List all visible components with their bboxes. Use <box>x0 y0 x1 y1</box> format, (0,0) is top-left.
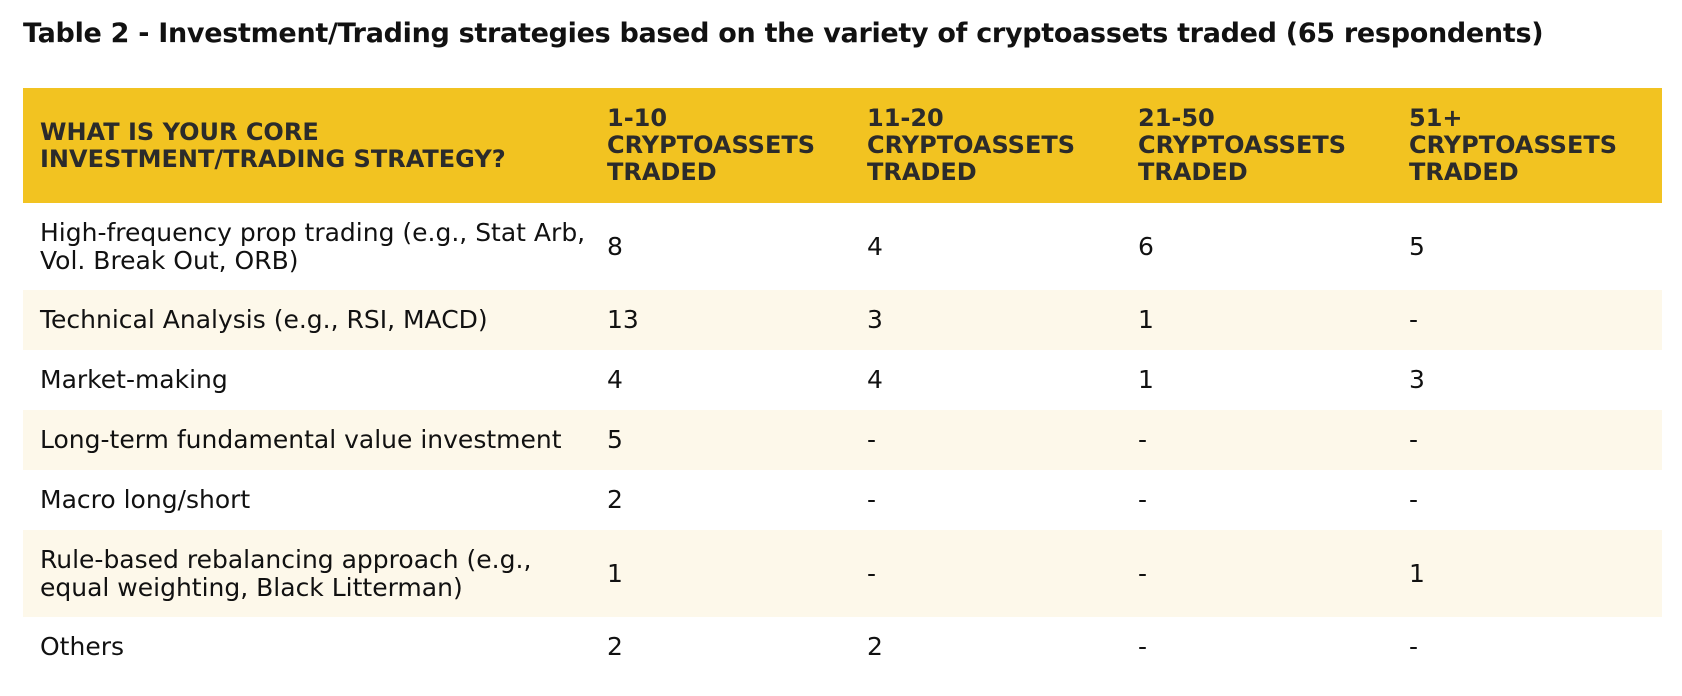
table-row: Rule-based rebalancing approach (e.g., e… <box>23 530 1662 617</box>
table-row: Macro long/short 2 - - - <box>23 470 1662 530</box>
strategy-table: WHAT IS YOUR CORE INVESTMENT/TRADING STR… <box>23 88 1662 677</box>
table-row: Others 2 2 - - <box>23 617 1662 677</box>
value-cell: 2 <box>607 632 623 661</box>
header-11-20-cryptoassets: 11-20 CRYPTOASSETS TRADED <box>867 104 1075 186</box>
value-cell: 3 <box>1409 365 1425 394</box>
strategy-cell: Market-making <box>40 365 228 394</box>
value-cell: - <box>1138 632 1148 661</box>
strategy-cell: Macro long/short <box>40 485 251 514</box>
value-cell: 8 <box>607 231 623 261</box>
header-1-10-cryptoassets: 1-10 CRYPTOASSETS TRADED <box>607 104 815 186</box>
strategy-cell: Others <box>40 632 125 661</box>
page-title: Table 2 - Investment/Trading strategies … <box>23 18 1544 49</box>
value-cell: 4 <box>607 365 623 394</box>
header-51-plus-cryptoassets: 51+ CRYPTOASSETS TRADED <box>1409 104 1617 186</box>
value-cell: 4 <box>867 365 883 394</box>
value-cell: - <box>867 485 877 514</box>
value-cell: - <box>1409 632 1419 661</box>
value-cell: 1 <box>607 558 623 588</box>
table-row: Long-term fundamental value investment 5… <box>23 410 1662 470</box>
value-cell: - <box>1138 485 1148 514</box>
table-row: Technical Analysis (e.g., RSI, MACD) 13 … <box>23 290 1662 350</box>
value-cell: 2 <box>867 632 883 661</box>
value-cell: - <box>1409 425 1419 454</box>
table-row: Market-making 4 4 1 3 <box>23 350 1662 410</box>
value-cell: 1 <box>1409 558 1425 588</box>
value-cell: - <box>867 425 877 454</box>
strategy-cell: Technical Analysis (e.g., RSI, MACD) <box>40 305 488 334</box>
value-cell: - <box>867 558 877 588</box>
value-cell: 5 <box>1409 231 1425 261</box>
value-cell: - <box>1409 485 1419 514</box>
strategy-cell: High-frequency prop trading (e.g., Stat … <box>40 217 586 275</box>
value-cell: 1 <box>1138 365 1154 394</box>
value-cell: - <box>1138 558 1148 588</box>
value-cell: 6 <box>1138 231 1154 261</box>
table-header-row: WHAT IS YOUR CORE INVESTMENT/TRADING STR… <box>23 88 1662 203</box>
value-cell: - <box>1409 305 1419 334</box>
strategy-cell: Long-term fundamental value investment <box>40 425 562 454</box>
table-row: High-frequency prop trading (e.g., Stat … <box>23 203 1662 290</box>
value-cell: 5 <box>607 425 623 454</box>
value-cell: 2 <box>607 485 623 514</box>
value-cell: 1 <box>1138 305 1154 334</box>
value-cell: - <box>1138 425 1148 454</box>
strategy-cell: Rule-based rebalancing approach (e.g., e… <box>40 544 532 602</box>
value-cell: 4 <box>867 231 883 261</box>
value-cell: 13 <box>607 305 639 334</box>
value-cell: 3 <box>867 305 883 334</box>
header-21-50-cryptoassets: 21-50 CRYPTOASSETS TRADED <box>1138 104 1346 186</box>
header-strategy: WHAT IS YOUR CORE INVESTMENT/TRADING STR… <box>40 117 506 173</box>
